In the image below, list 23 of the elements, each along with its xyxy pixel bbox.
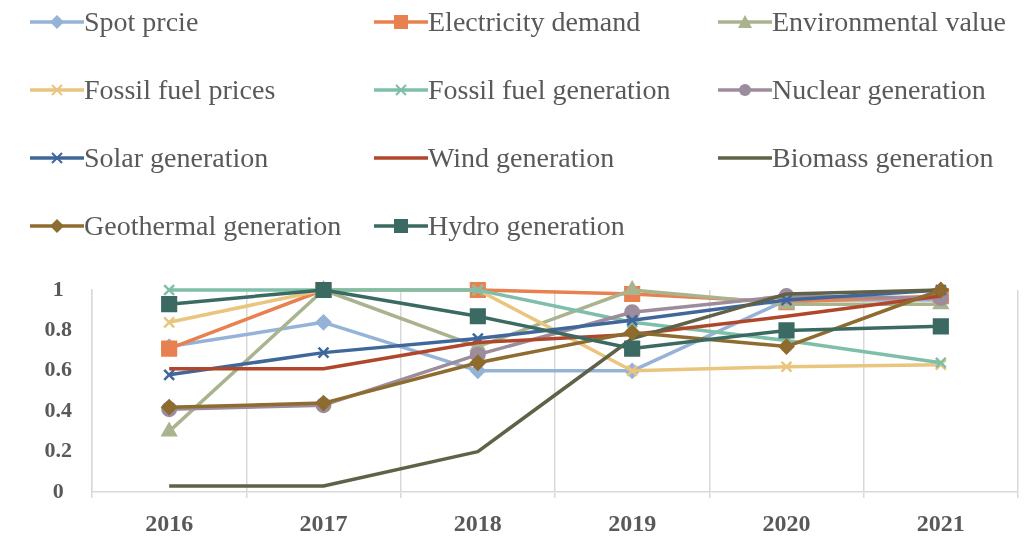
x-tick-label: 2021 xyxy=(916,509,965,536)
x-tick-label: 2020 xyxy=(762,509,811,536)
y-tick-label: 1 xyxy=(52,275,64,301)
y-tick-label: 0.6 xyxy=(44,356,72,382)
y-tick-label: 0.8 xyxy=(44,316,72,342)
x-tick-label: 2016 xyxy=(145,509,194,536)
legend-label: Solar generation xyxy=(84,141,269,175)
x-tick-label: 2018 xyxy=(453,509,502,536)
legend-label: Spot prcie xyxy=(84,5,199,39)
legend-label: Wind generation xyxy=(428,141,615,175)
legend-label: Electricity demand xyxy=(428,5,641,39)
legend-label: Fossil fuel generation xyxy=(428,73,671,107)
x-tick-label: 2019 xyxy=(608,509,657,536)
y-tick-label: 0.2 xyxy=(44,437,72,463)
legend-label: Geothermal generation xyxy=(84,209,342,243)
legend-label: Environmental value xyxy=(772,5,1007,39)
y-tick-label: 0 xyxy=(52,477,64,503)
legend-label: Biomass generation xyxy=(772,141,994,175)
y-tick-label: 0.4 xyxy=(44,396,72,422)
x-tick-label: 2017 xyxy=(299,509,348,536)
legend-label: Hydro generation xyxy=(428,209,625,243)
legend-label: Fossil fuel prices xyxy=(84,73,276,107)
legend-label: Nuclear generation xyxy=(772,73,986,107)
